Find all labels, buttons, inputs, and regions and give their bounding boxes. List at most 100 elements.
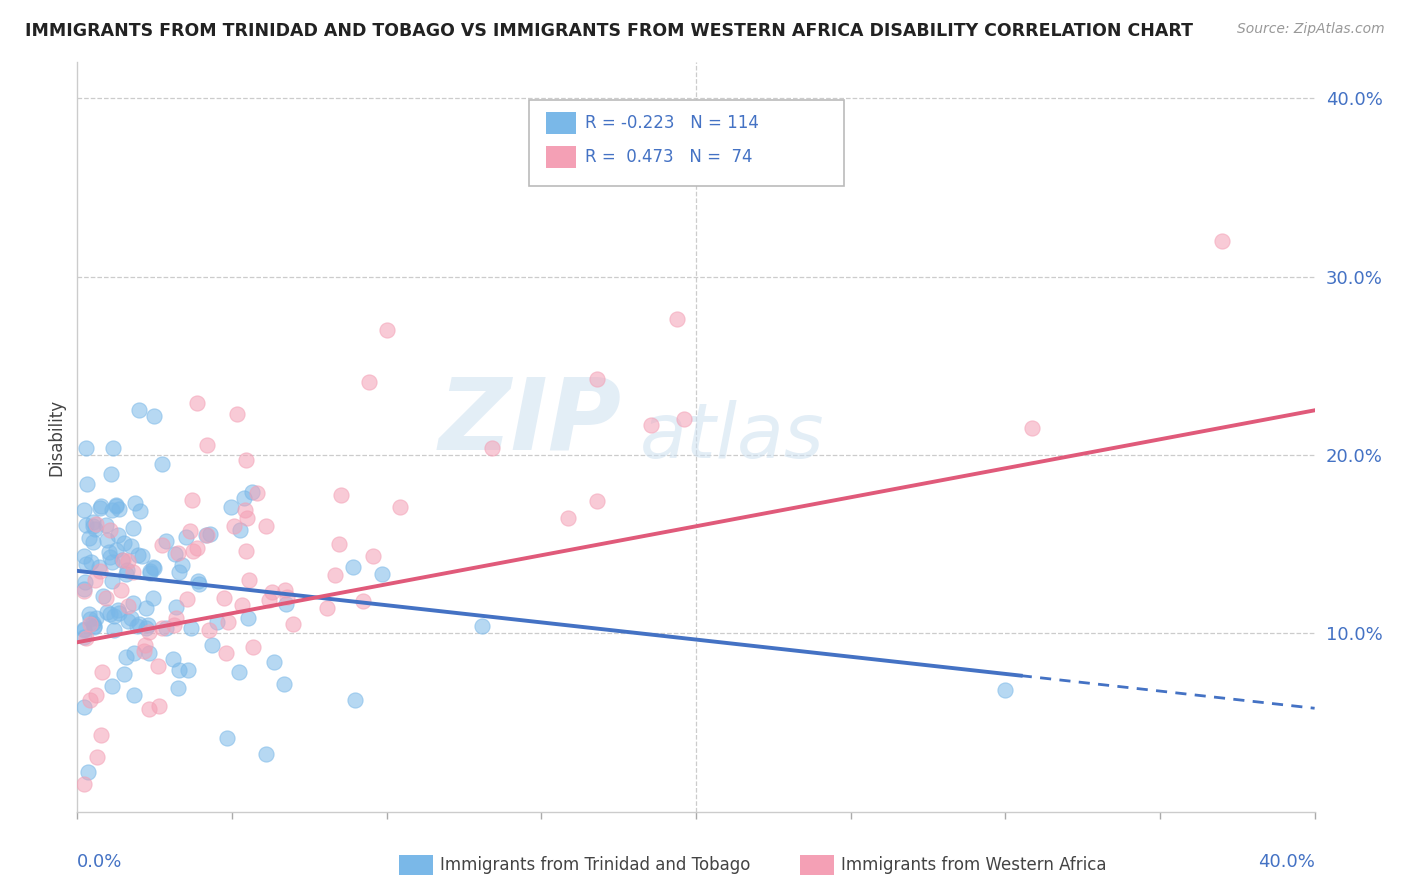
Text: Immigrants from Trinidad and Tobago: Immigrants from Trinidad and Tobago bbox=[440, 856, 751, 874]
Point bbox=[80, 555, 103, 569]
Point bbox=[105, 500, 128, 514]
Point bbox=[343, 692, 366, 706]
Point bbox=[114, 650, 136, 665]
Point bbox=[72, 622, 94, 636]
Point bbox=[174, 530, 197, 544]
Point bbox=[128, 617, 150, 632]
Point bbox=[83, 619, 105, 633]
Point bbox=[167, 663, 190, 677]
Point bbox=[101, 441, 124, 455]
Point bbox=[122, 646, 145, 660]
Point bbox=[134, 638, 156, 652]
Point bbox=[128, 504, 150, 518]
Point bbox=[226, 407, 249, 421]
Point bbox=[323, 568, 346, 582]
Point bbox=[259, 593, 281, 607]
Point bbox=[353, 594, 375, 608]
Text: R =  0.473   N =  74: R = 0.473 N = 74 bbox=[585, 148, 752, 166]
Point bbox=[75, 518, 97, 533]
Point bbox=[181, 544, 204, 558]
Point bbox=[640, 417, 662, 432]
Point bbox=[146, 658, 169, 673]
Point bbox=[235, 453, 257, 467]
Point bbox=[91, 589, 114, 603]
Point bbox=[87, 560, 110, 574]
Point bbox=[186, 541, 208, 555]
Point bbox=[1211, 234, 1233, 248]
Point bbox=[104, 542, 127, 557]
Point bbox=[246, 486, 269, 500]
Text: Source: ZipAtlas.com: Source: ZipAtlas.com bbox=[1237, 22, 1385, 37]
Point bbox=[228, 665, 250, 680]
Point bbox=[96, 605, 118, 619]
Point bbox=[148, 699, 170, 714]
Point bbox=[72, 582, 94, 597]
Point bbox=[135, 621, 157, 635]
Point bbox=[101, 503, 124, 517]
Point bbox=[328, 537, 350, 551]
Point bbox=[481, 441, 503, 455]
Point bbox=[150, 622, 173, 636]
Point bbox=[77, 607, 100, 622]
Point bbox=[125, 619, 148, 633]
Point bbox=[103, 608, 125, 623]
Point bbox=[166, 681, 188, 695]
Point bbox=[75, 557, 97, 571]
Point bbox=[110, 552, 132, 566]
Text: R = -0.223   N = 114: R = -0.223 N = 114 bbox=[585, 114, 758, 132]
Point bbox=[138, 702, 160, 716]
Point bbox=[91, 665, 114, 679]
Point bbox=[273, 676, 295, 690]
Point bbox=[197, 528, 219, 542]
Point bbox=[83, 619, 105, 633]
Point bbox=[242, 640, 264, 654]
Point bbox=[167, 545, 190, 559]
Point bbox=[263, 656, 285, 670]
Point bbox=[89, 501, 111, 516]
Point bbox=[281, 617, 304, 632]
FancyBboxPatch shape bbox=[547, 112, 576, 135]
Point bbox=[194, 528, 217, 542]
Point bbox=[142, 561, 165, 575]
Point bbox=[233, 502, 256, 516]
Point bbox=[90, 499, 112, 513]
Point bbox=[389, 500, 412, 514]
Point bbox=[361, 549, 384, 563]
Point bbox=[181, 493, 204, 508]
Point bbox=[101, 574, 124, 588]
Text: atlas: atlas bbox=[640, 401, 825, 474]
Point bbox=[177, 663, 200, 677]
Point bbox=[82, 615, 104, 630]
Point bbox=[586, 372, 609, 386]
Text: 40.0%: 40.0% bbox=[1258, 853, 1315, 871]
Point bbox=[180, 621, 202, 635]
Point bbox=[82, 518, 104, 533]
Point bbox=[260, 585, 283, 599]
Point bbox=[375, 323, 398, 337]
Point bbox=[176, 592, 198, 607]
Point bbox=[557, 511, 579, 525]
Point bbox=[77, 531, 100, 545]
Point bbox=[83, 574, 105, 588]
Point bbox=[994, 683, 1017, 698]
Y-axis label: Disability: Disability bbox=[48, 399, 66, 475]
Point bbox=[254, 747, 277, 761]
Point bbox=[238, 611, 260, 625]
Point bbox=[240, 484, 263, 499]
Point bbox=[94, 591, 117, 606]
Point bbox=[217, 615, 239, 629]
Point bbox=[214, 646, 236, 660]
Point bbox=[359, 376, 381, 390]
Point bbox=[236, 511, 259, 525]
FancyBboxPatch shape bbox=[547, 145, 576, 168]
Point bbox=[238, 573, 260, 587]
Point bbox=[117, 614, 139, 628]
Point bbox=[198, 526, 221, 541]
Point bbox=[222, 519, 245, 533]
Point bbox=[82, 534, 104, 549]
Point bbox=[79, 612, 101, 626]
Point bbox=[96, 533, 118, 547]
Point bbox=[73, 623, 96, 637]
Point bbox=[107, 607, 129, 621]
Point bbox=[86, 611, 108, 625]
